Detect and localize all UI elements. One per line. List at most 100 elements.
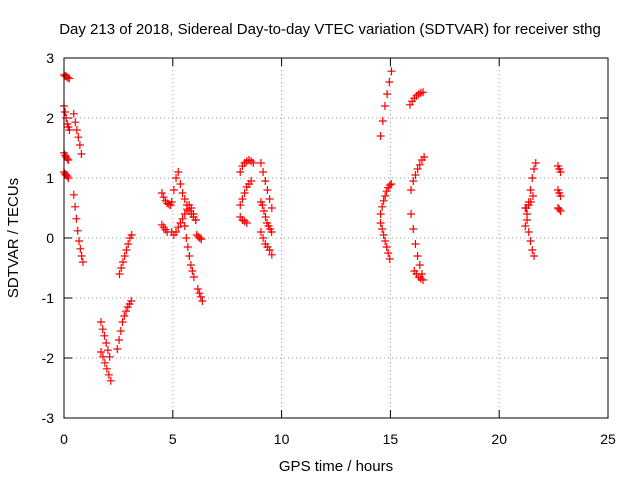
- data-series-segment: [256, 198, 276, 236]
- data-point: [249, 159, 258, 167]
- data-series-segment: [553, 162, 565, 176]
- data-point: [409, 225, 418, 233]
- data-series-segment: [180, 222, 198, 281]
- data-point: [63, 172, 72, 181]
- data-series-segment: [192, 231, 206, 244]
- y-tick-label: 2: [46, 110, 54, 126]
- data-point: [183, 243, 192, 251]
- data-point: [185, 252, 194, 260]
- data-point: [383, 90, 392, 98]
- data-series-segment: [376, 219, 394, 263]
- y-tick-label: 3: [46, 50, 54, 66]
- data-point: [526, 237, 535, 245]
- data-point: [409, 177, 418, 185]
- data-point: [378, 117, 387, 125]
- data-point: [75, 141, 84, 149]
- data-point: [182, 234, 191, 242]
- data-point: [387, 67, 396, 76]
- data-point: [256, 159, 265, 167]
- data-series-segment: [236, 213, 251, 227]
- data-point: [120, 252, 129, 260]
- data-point: [115, 270, 124, 278]
- data-point: [556, 192, 565, 200]
- data-point: [530, 252, 539, 260]
- data-point: [384, 249, 393, 257]
- data-point: [385, 78, 394, 86]
- data-series-segment: [553, 186, 565, 200]
- data-point: [242, 219, 251, 227]
- data-point: [100, 358, 109, 367]
- data-series-segment: [113, 297, 136, 353]
- data-point: [65, 126, 74, 134]
- data-point: [102, 339, 111, 347]
- chart-title: Day 213 of 2018, Sidereal Day-to-day VTE…: [59, 21, 601, 38]
- data-point: [127, 231, 136, 239]
- data-point: [73, 226, 82, 235]
- data-point: [98, 325, 107, 334]
- data-series-segment: [376, 180, 396, 218]
- plot-frame: [63, 57, 609, 419]
- data-series-segment: [407, 210, 426, 278]
- data-series-segment: [193, 285, 207, 305]
- data-point: [524, 228, 533, 236]
- data-point: [195, 234, 204, 242]
- data-point: [407, 186, 416, 194]
- data-point: [378, 202, 387, 211]
- data-series-segment: [69, 190, 87, 266]
- data-point: [188, 267, 197, 275]
- data-series-segment: [236, 156, 258, 176]
- data-series-segment: [157, 220, 172, 236]
- data-point: [238, 195, 247, 203]
- data-series-segment: [256, 228, 276, 259]
- data-point: [117, 264, 126, 272]
- data-point: [69, 190, 78, 199]
- data-point: [267, 204, 276, 212]
- data-point: [64, 174, 73, 182]
- x-axis-label: GPS time / hours: [279, 458, 393, 475]
- data-point: [122, 246, 131, 254]
- data-point: [265, 246, 274, 254]
- data-point: [180, 210, 189, 218]
- data-point: [387, 180, 396, 188]
- data-series-segment: [96, 348, 115, 385]
- data-series-segment: [115, 231, 136, 278]
- data-series-segment: [553, 204, 565, 215]
- data-point: [71, 202, 80, 211]
- data-point: [381, 237, 390, 245]
- data-point: [180, 222, 189, 230]
- data-point: [187, 204, 196, 212]
- data-series-segment: [69, 109, 86, 158]
- tick-labels: 0 5 10 15 20 25 -3 -2 -1 0 1 2 3: [42, 50, 616, 447]
- data-point: [195, 289, 204, 298]
- data-point: [378, 225, 387, 233]
- data-point: [118, 318, 127, 326]
- data-point: [531, 159, 540, 167]
- data-point: [172, 228, 181, 236]
- data-point: [382, 243, 391, 251]
- data-point: [176, 180, 185, 188]
- data-series-segment: [96, 318, 114, 361]
- data-point: [61, 108, 70, 116]
- data-point: [258, 201, 267, 209]
- data-point: [379, 231, 388, 239]
- data-point: [159, 193, 168, 202]
- data-series-segment: [256, 159, 276, 212]
- data-point: [193, 285, 202, 293]
- data-point: [407, 210, 416, 218]
- data-point: [259, 234, 268, 242]
- data-series-segment: [522, 192, 537, 212]
- data-point: [196, 292, 205, 301]
- data-point: [122, 307, 131, 316]
- data-series-segment: [236, 177, 256, 209]
- data-point: [236, 168, 245, 176]
- data-point: [555, 205, 564, 214]
- data-point: [163, 199, 172, 208]
- data-point: [174, 168, 183, 176]
- data-point: [259, 207, 268, 215]
- data-point: [382, 187, 391, 196]
- data-point: [256, 228, 265, 236]
- data-point: [419, 276, 428, 284]
- data-point: [236, 201, 245, 209]
